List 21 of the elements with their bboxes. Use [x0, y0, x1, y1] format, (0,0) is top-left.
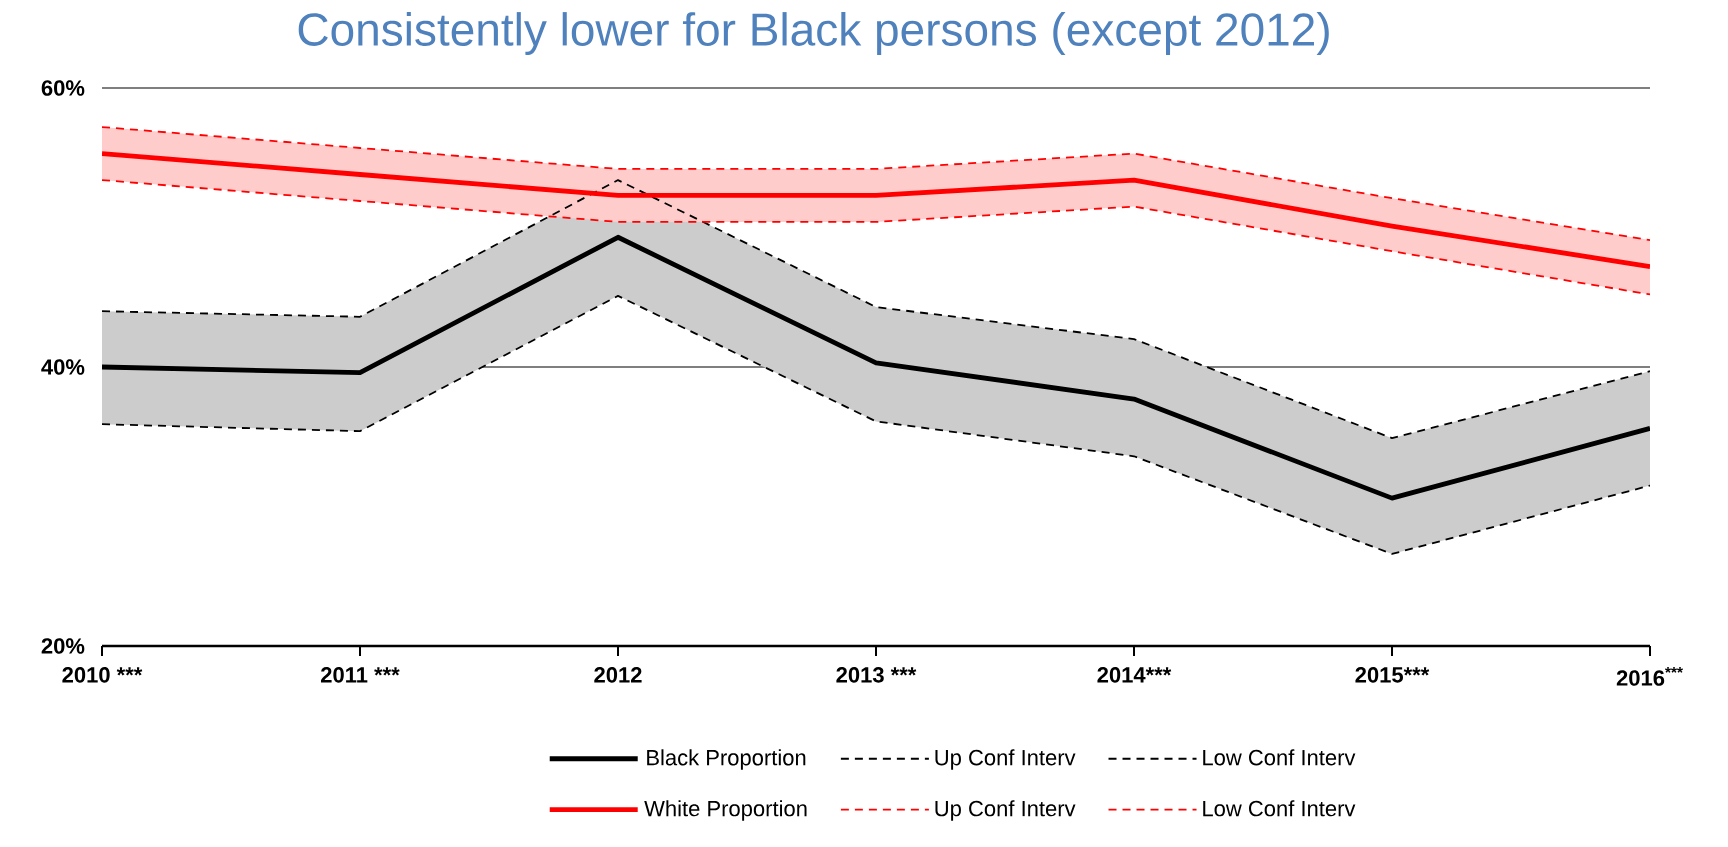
line-series — [102, 126, 1651, 241]
x-tick-label: 2012 — [594, 667, 642, 683]
y-tick-label: 40% — [41, 359, 85, 375]
legend-label: Up Conf Interv — [935, 800, 1076, 821]
legend-label: Up Conf Interv — [935, 749, 1076, 770]
legend-label: White Proportion — [644, 800, 807, 821]
x-tick-label: 2013 *** — [836, 667, 917, 683]
chart-title: Consistently lower for Black persons (except 2012) — [298, 12, 1329, 55]
legend-label: Low Conf Interv — [1203, 800, 1356, 817]
line-series — [102, 179, 1651, 296]
legend-label: Low Conf Interv — [1203, 749, 1356, 766]
x-tick-label: 2016$^{***}$ — [1616, 667, 1683, 686]
line-series — [102, 151, 1651, 269]
x-tick-label: 2011 *** — [321, 667, 400, 683]
y-tick-label: 60% — [41, 80, 85, 96]
line-series — [102, 234, 1651, 501]
x-tick-label: 2010 *** — [62, 667, 143, 683]
x-tick-label: 2015*** — [1355, 667, 1430, 683]
y-tick-label: 20% — [41, 638, 85, 654]
legend-label: Black Proportion — [647, 749, 806, 770]
x-tick-label: 2014*** — [1097, 667, 1172, 683]
